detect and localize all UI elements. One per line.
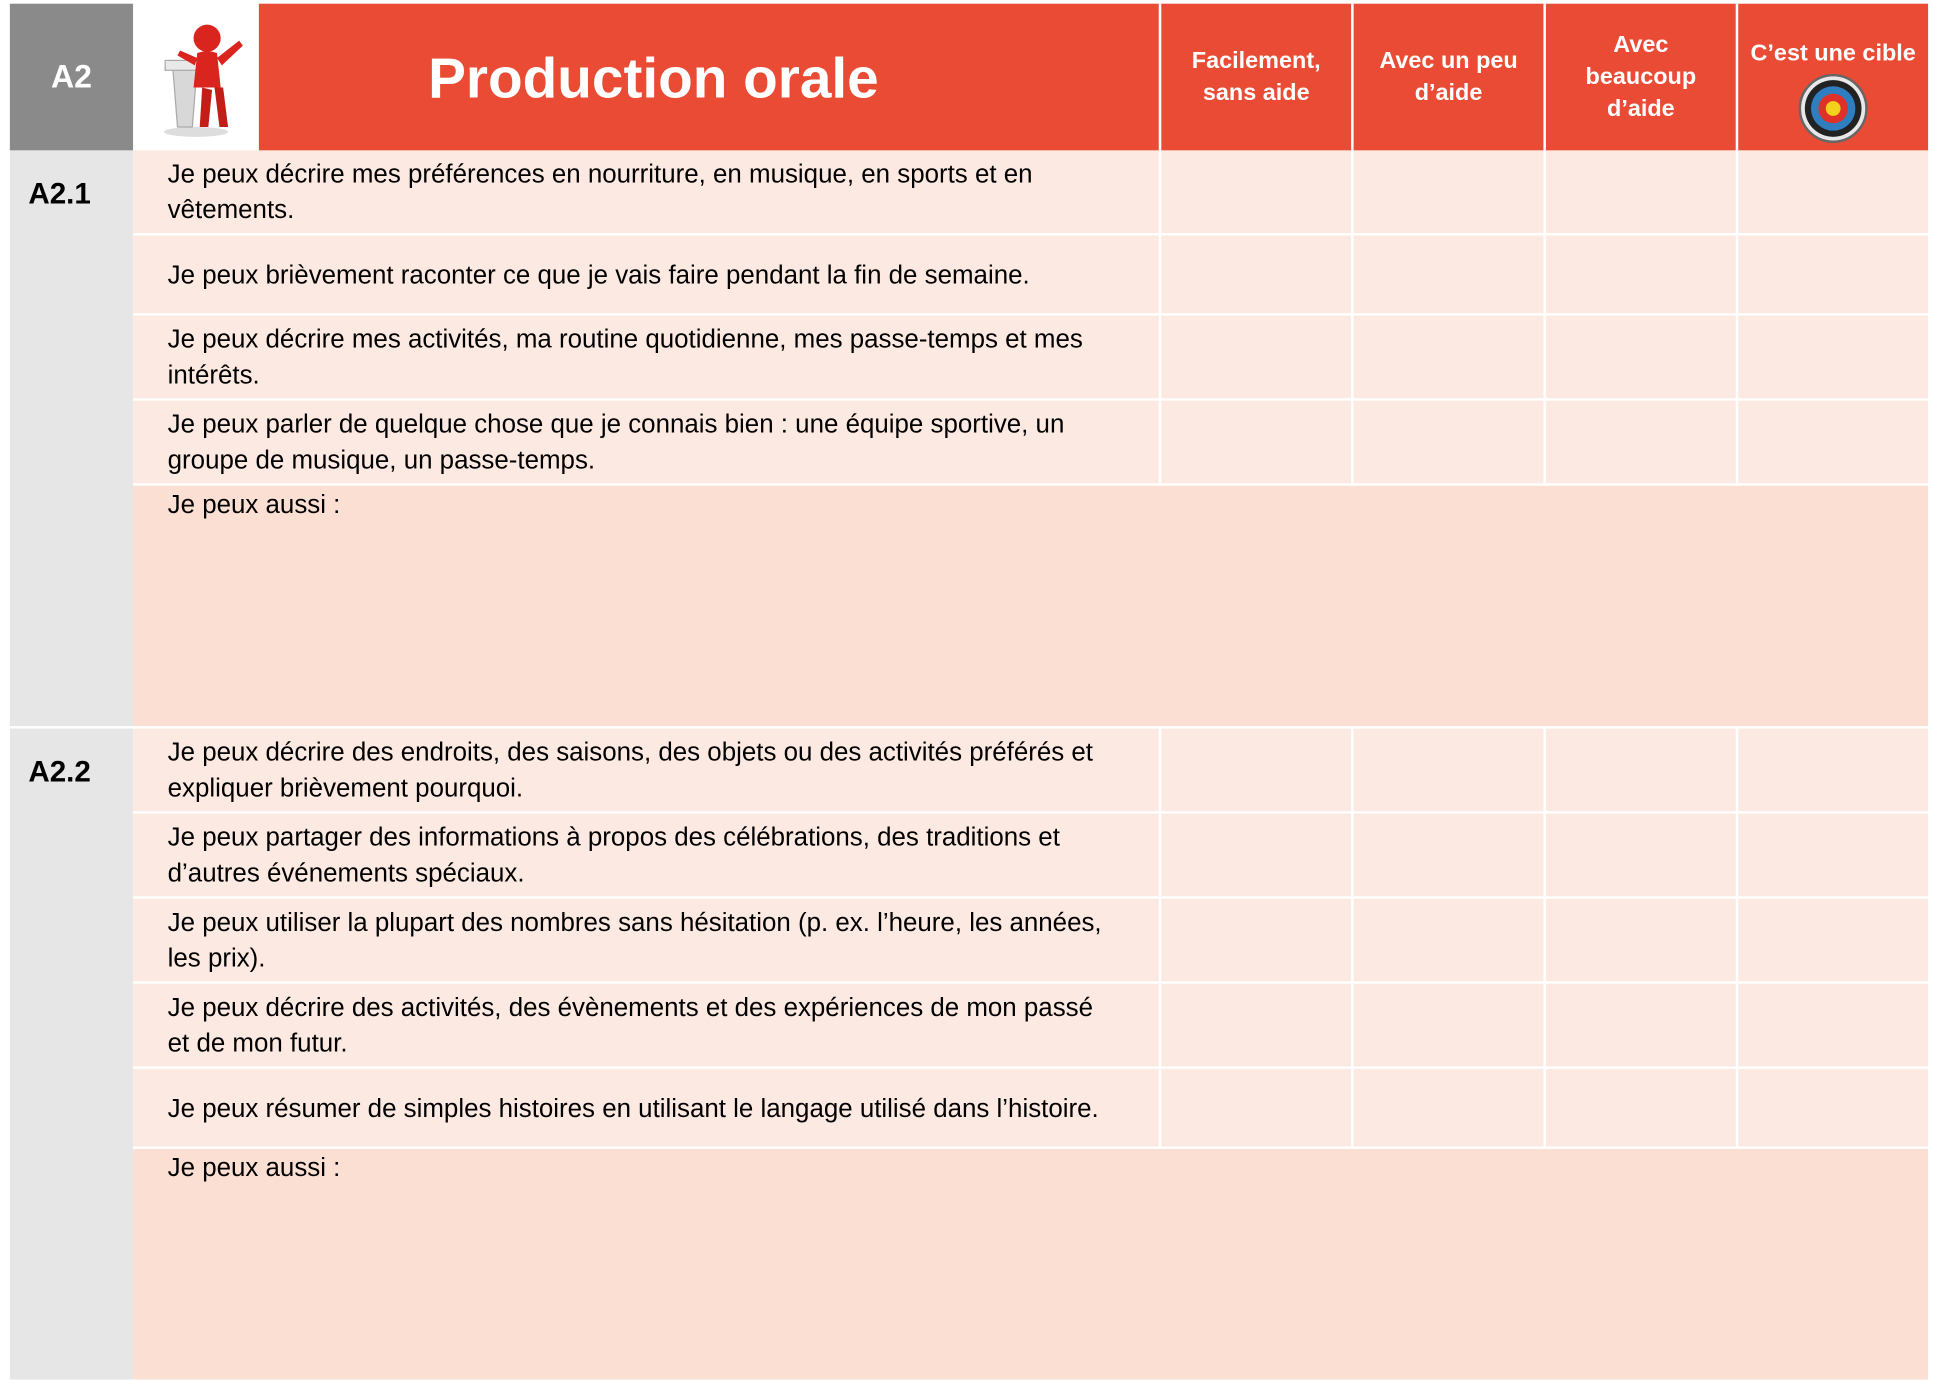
check-cell — [1351, 400, 1544, 484]
self-assessment-sheet: A2 Production orale Facilement, sans aid… — [9, 3, 1929, 1380]
check-cell — [1158, 400, 1352, 484]
also-area: Je peux aussi : — [133, 485, 1929, 727]
item-text: Je peux décrire mes préférences en nourr… — [133, 150, 1159, 233]
column-header: Avec un peu d’aide — [1351, 3, 1544, 151]
check-cell — [1735, 150, 1929, 233]
check-cell — [1543, 235, 1736, 314]
check-cell — [1543, 400, 1736, 484]
item-text: Je peux brièvement raconter ce que je va… — [133, 235, 1159, 314]
check-cell — [1735, 315, 1929, 399]
check-cell — [1735, 898, 1929, 982]
check-cell — [1158, 728, 1352, 812]
check-cell — [1543, 983, 1736, 1067]
section: A2.1 Je peux décrire mes préférences en n… — [9, 150, 1929, 727]
title: Production orale — [258, 3, 1159, 151]
item-text: Je peux utiliser la plupart des nombres … — [133, 898, 1159, 982]
target-icon — [1798, 73, 1868, 144]
level: A2 — [9, 3, 134, 151]
column-header-text: Avec un peu d’aide — [1379, 47, 1518, 106]
check-cell — [1158, 150, 1352, 233]
item-row: Je peux décrire mes activités, ma routin… — [133, 315, 1929, 401]
item-text: Je peux parler de quelque chose que je c… — [133, 400, 1159, 484]
rows: Je peux décrire des endroits, des saison… — [133, 728, 1929, 1380]
check-cell — [1158, 1068, 1352, 1147]
item-row: Je peux parler de quelque chose que je c… — [133, 400, 1929, 486]
section-label: A2.2 — [9, 728, 134, 1380]
speaker-figure — [163, 24, 243, 137]
check-cell — [1735, 400, 1929, 484]
item-text: Je peux décrire des activités, des évène… — [133, 983, 1159, 1067]
check-cell — [1543, 728, 1736, 812]
section: A2.2 Je peux décrire des endroits, des sa… — [9, 726, 1929, 1380]
column-header-text: Avec beaucoup d’aide — [1585, 31, 1697, 122]
check-cell — [1543, 150, 1736, 233]
check-cell — [1158, 315, 1352, 399]
section-label: A2.1 — [9, 150, 134, 727]
check-cell — [1351, 150, 1544, 233]
item-text: Je peux décrire mes activités, ma routin… — [133, 315, 1159, 399]
item-text: Je peux partager des informations à prop… — [133, 813, 1159, 897]
speaker-icon — [133, 3, 259, 151]
item-row: Je peux décrire mes préférences en nourr… — [133, 150, 1929, 236]
check-cell — [1735, 1068, 1929, 1147]
check-cell — [1543, 898, 1736, 982]
check-cell — [1351, 728, 1544, 812]
check-cell — [1735, 983, 1929, 1067]
check-cell — [1351, 813, 1544, 897]
column-header: Facilement, sans aide — [1158, 3, 1352, 151]
header: A2 Production orale Facilement, sans aid… — [9, 3, 1929, 151]
check-cell — [1351, 315, 1544, 399]
item-row: Je peux résumer de simples histoires en … — [133, 1068, 1929, 1149]
item-row: Je peux décrire des endroits, des saison… — [133, 728, 1929, 814]
check-cell — [1158, 235, 1352, 314]
check-cell — [1735, 813, 1929, 897]
check-cell — [1158, 898, 1352, 982]
also-area: Je peux aussi : — [133, 1148, 1929, 1380]
body: A2 Production orale Facilement, sans aid… — [9, 3, 1929, 1380]
column-header-text: Facilement, sans aide — [1191, 47, 1321, 106]
item-row: Je peux brièvement raconter ce que je va… — [133, 235, 1929, 316]
check-cell — [1543, 813, 1736, 897]
item-text: Je peux décrire des endroits, des saison… — [133, 728, 1159, 812]
check-cell — [1351, 1068, 1544, 1147]
item-row: Je peux utiliser la plupart des nombres … — [133, 898, 1929, 984]
column-header: C’est une cible — [1735, 3, 1929, 151]
check-cell — [1543, 1068, 1736, 1147]
check-cell — [1351, 983, 1544, 1067]
page: Production orale {"header": {"level": "A… — [9, 3, 1929, 1380]
check-cell — [1351, 898, 1544, 982]
table-body: A2.1 Je peux décrire mes préférences en n… — [9, 150, 1929, 1380]
item-row: Je peux partager des informations à prop… — [133, 813, 1929, 899]
check-cell — [1543, 315, 1736, 399]
column-header: Avec beaucoup d’aide — [1543, 3, 1736, 151]
rows: Je peux décrire mes préférences en nourr… — [133, 150, 1929, 727]
check-cell — [1735, 728, 1929, 812]
column-header-text: C’est une cible — [1750, 40, 1916, 67]
check-cell — [1351, 235, 1544, 314]
check-cell — [1735, 235, 1929, 314]
check-cell — [1158, 813, 1352, 897]
item-row: Je peux décrire des activités, des évène… — [133, 983, 1929, 1069]
check-cell — [1158, 983, 1352, 1067]
item-text: Je peux résumer de simples histoires en … — [133, 1068, 1159, 1147]
